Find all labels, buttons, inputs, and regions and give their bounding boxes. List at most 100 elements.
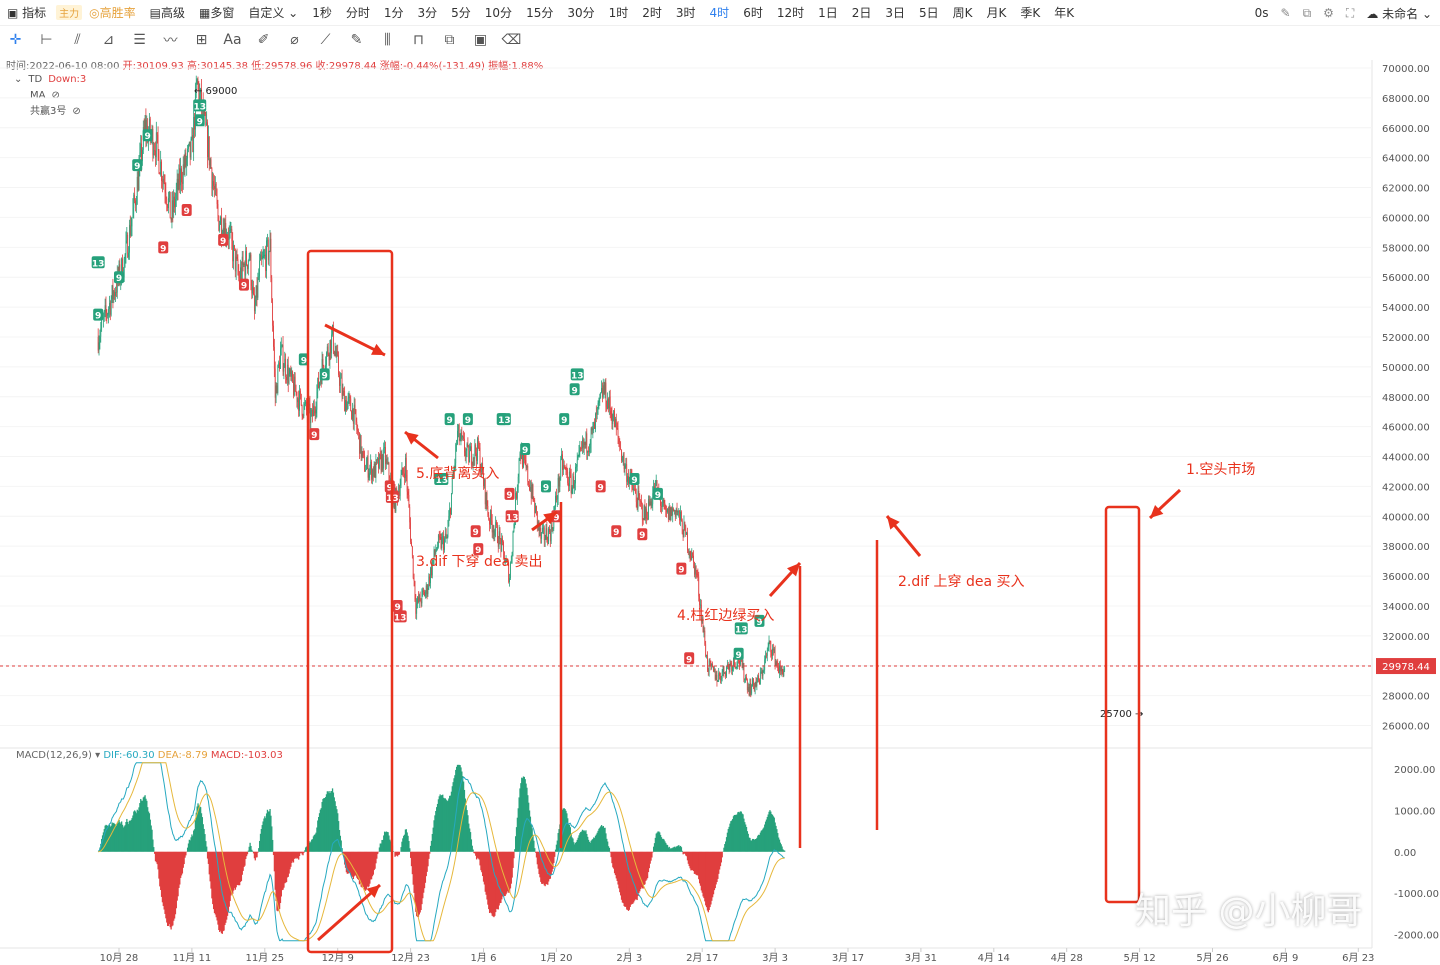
macd-bar — [351, 851, 354, 877]
candle — [457, 424, 459, 431]
macd-bar — [665, 842, 667, 852]
candle — [346, 402, 348, 411]
macd-bar — [215, 851, 217, 918]
interval-15[interactable]: 3时 — [675, 6, 696, 20]
candle — [520, 453, 522, 459]
eye-hidden-icon[interactable]: ⊘ — [51, 90, 60, 101]
interval-5[interactable]: 1秒 — [312, 6, 332, 20]
interval-6[interactable]: 分时 — [345, 6, 370, 20]
candle — [457, 430, 458, 444]
candle — [453, 467, 455, 476]
macd-bar — [295, 851, 297, 858]
ma-label[interactable]: MA — [30, 90, 46, 101]
candle — [461, 432, 463, 437]
candle — [280, 348, 281, 369]
macd-bar — [262, 821, 264, 852]
macd-bar — [717, 851, 719, 879]
interval-21[interactable]: 3日 — [885, 6, 906, 20]
interval-10[interactable]: 10分 — [484, 6, 513, 20]
lock-icon[interactable]: ⊓ — [413, 32, 424, 48]
candle — [166, 198, 168, 205]
interval-26[interactable]: 年K — [1054, 6, 1075, 20]
macd-name[interactable]: MACD(12,26,9) — [16, 750, 92, 761]
candle — [170, 218, 172, 221]
interval-13[interactable]: 1时 — [608, 6, 629, 20]
interval-25[interactable]: 季K — [1020, 6, 1041, 20]
pencil-icon[interactable]: ✎ — [1280, 6, 1291, 20]
pen-icon[interactable]: ✎ — [350, 32, 363, 48]
bars-icon[interactable]: ⫼ — [384, 32, 391, 48]
eraser-icon[interactable]: ⌀ — [290, 32, 299, 48]
macd-bar — [685, 851, 687, 856]
macd-bar — [305, 846, 308, 852]
macd-bar — [412, 851, 414, 885]
interval-1[interactable]: ◎高胜率 — [89, 6, 136, 20]
layers-icon[interactable]: ⧉ — [444, 32, 455, 48]
interval-0[interactable]: ▣ 指标 — [7, 6, 47, 20]
interval-20[interactable]: 2日 — [851, 6, 872, 20]
gear-icon[interactable]: ⚙ — [1323, 6, 1334, 20]
interval-7[interactable]: 1分 — [383, 6, 404, 20]
interval-9[interactable]: 5分 — [451, 6, 471, 20]
trash-icon[interactable]: ⌫ — [501, 32, 522, 48]
fib-icon[interactable]: ☰ — [133, 32, 146, 48]
candle — [595, 413, 597, 415]
interval-18[interactable]: 12时 — [776, 6, 805, 20]
interval-12[interactable]: 30分 — [567, 6, 595, 20]
candle — [614, 410, 615, 428]
brush-icon[interactable]: ✐ — [257, 32, 270, 48]
candle — [219, 224, 221, 231]
macd-bar — [141, 800, 144, 852]
candle — [680, 511, 682, 521]
interval-23[interactable]: 周K — [952, 6, 973, 20]
interval-24[interactable]: 月K — [986, 6, 1007, 20]
measure-icon[interactable]: ⊞ — [195, 32, 208, 48]
interval-19[interactable]: 1日 — [818, 6, 838, 20]
candle — [411, 546, 413, 556]
interval-14[interactable]: 2时 — [642, 6, 662, 20]
parallel-channel-icon[interactable]: ⫽ — [74, 32, 81, 48]
wave-icon[interactable]: 〰 — [163, 33, 178, 49]
eye-hidden-icon[interactable]: ⊘ — [72, 106, 81, 117]
screenshot-icon[interactable]: ⧉ — [1302, 5, 1312, 20]
macd-bar — [468, 823, 470, 852]
interval-16[interactable]: 4时 — [709, 6, 730, 20]
macd-bar — [197, 803, 199, 852]
candle — [106, 312, 108, 316]
macd-bar — [314, 834, 316, 852]
candle — [547, 540, 549, 544]
macd-bar — [253, 851, 256, 859]
interval-3[interactable]: ▦多窗 — [198, 6, 235, 20]
td-mark — [393, 610, 407, 623]
edit-icon[interactable]: ▣ — [473, 32, 488, 48]
crosshair-icon[interactable]: ✛ — [9, 32, 22, 48]
macd-bar — [231, 851, 233, 893]
candle — [516, 487, 518, 499]
interval-22[interactable]: 5日 — [919, 6, 939, 20]
text-icon[interactable]: Aa — [223, 32, 242, 48]
macd-bar — [619, 851, 621, 893]
interval-11[interactable]: 15分 — [526, 6, 554, 20]
interval-17[interactable]: 6时 — [743, 6, 763, 20]
collapse-icon[interactable]: ⌄ — [14, 74, 23, 85]
custom-indicator-label[interactable]: 共赢3号 — [30, 106, 67, 117]
candle — [566, 469, 568, 473]
fullscreen-icon[interactable]: ⛶ — [1345, 5, 1355, 20]
candle — [401, 467, 403, 475]
macd-bar — [408, 840, 410, 852]
td-label[interactable]: TD — [28, 74, 43, 85]
macd-bar — [436, 803, 439, 852]
price-tick-label: 44000.00 — [1382, 453, 1430, 464]
td-mark-label: 9 — [553, 513, 559, 523]
candle — [212, 181, 214, 189]
interval-4[interactable]: 自定义 ⌄ — [248, 6, 299, 20]
macd-bar — [741, 813, 743, 852]
interval-8[interactable]: 3分 — [417, 6, 438, 20]
ruler-icon[interactable]: ⟋ — [320, 32, 331, 48]
candle — [569, 471, 571, 475]
interval-2[interactable]: ▤高级 — [149, 6, 185, 20]
horizontal-line-icon[interactable]: ⊢ — [40, 32, 53, 48]
angle-icon[interactable]: ⊿ — [102, 32, 115, 48]
layout-name[interactable]: ☁ 未命名 ⌄ — [1366, 6, 1432, 21]
